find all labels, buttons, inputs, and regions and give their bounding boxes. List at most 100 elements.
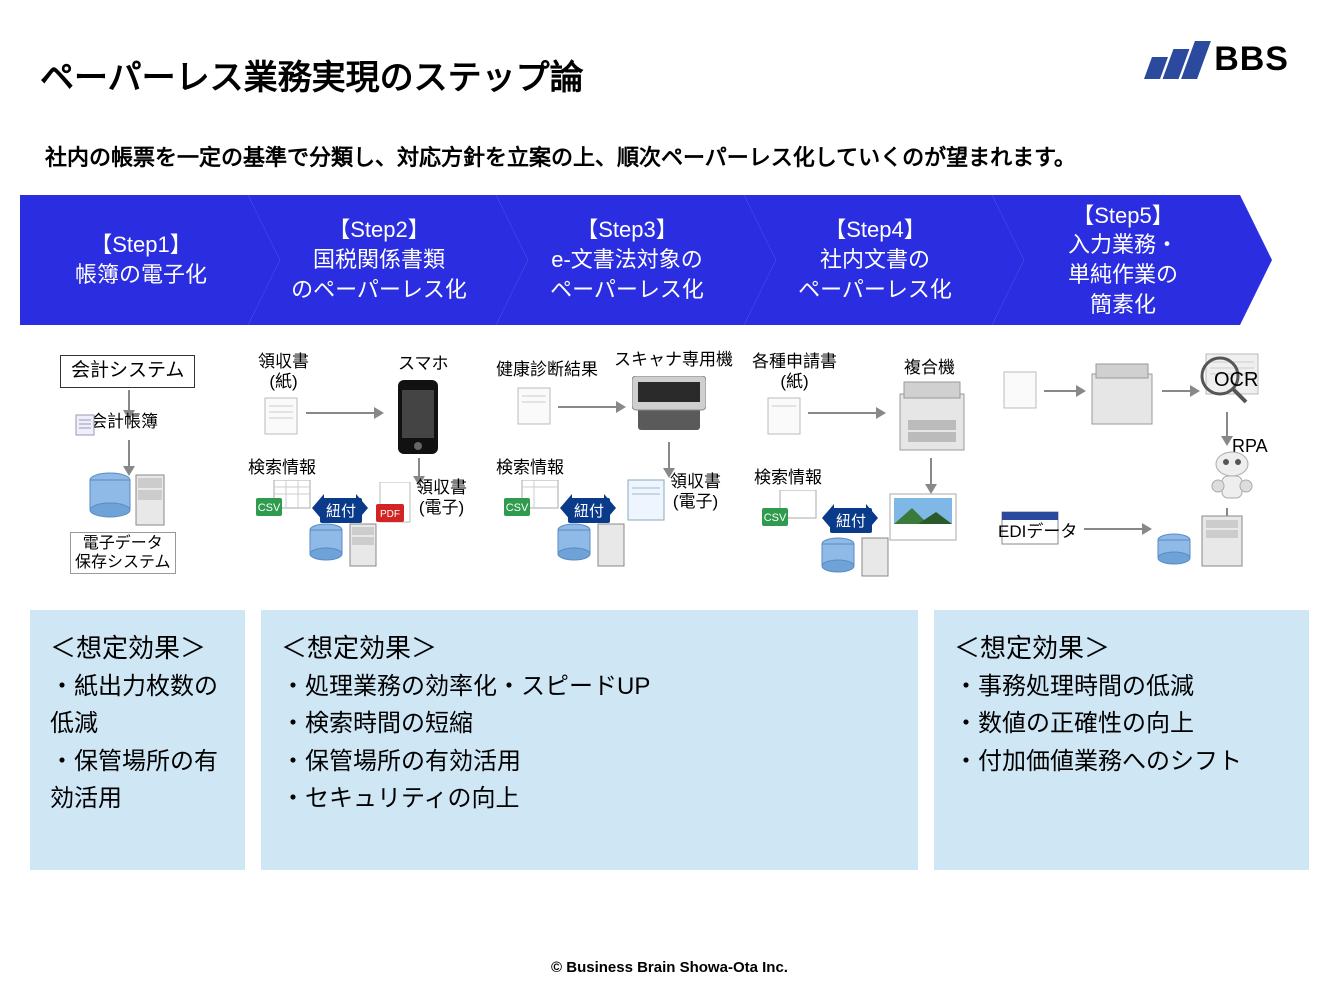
effect-title: ＜想定効果＞ <box>50 628 225 668</box>
effect-line: ・付加価値業務へのシフト <box>954 743 1289 780</box>
step-tag: 【Step4】 <box>824 215 926 245</box>
subtitle: 社内の帳票を一定の基準で分類し、対応方針を立案の上、順次ペーパーレス化していくの… <box>45 140 1076 172</box>
document-icon <box>516 386 552 426</box>
e-document-icon <box>624 478 668 522</box>
logo-bars-icon <box>1148 41 1204 79</box>
tag-arrow-right-icon <box>604 494 616 522</box>
effect-line: ・数値の正確性の向上 <box>954 705 1289 742</box>
edi-label: EDIデータ <box>998 522 1077 542</box>
step-label: e-文書法対象の ペーパーレス化 <box>550 245 704 304</box>
step-arrow-4: 【Step4】社内文書の ペーパーレス化 <box>744 195 992 325</box>
diagram-col-1: 会計システム 会計帳簿 電子データ 保存システム <box>20 350 248 600</box>
diagram-col-5: OCR RPA EDIデータ <box>992 350 1319 600</box>
arrow-down-icon <box>128 440 130 468</box>
arrow-down-icon <box>418 458 420 478</box>
effect-title: ＜想定効果＞ <box>281 628 898 668</box>
search-info-label: 検索情報 <box>496 458 564 478</box>
step-label: 入力業務・ 単純作業の 簡素化 <box>1068 230 1178 319</box>
diagram-col-2: 領収書 (紙) スマホ 検索情報 CSV 紐付 PDF 領収書 (電子) <box>248 350 496 600</box>
health-label: 健康診断結果 <box>496 360 598 380</box>
effect-line: ・事務処理時間の低減 <box>954 668 1289 705</box>
steps-row: 【Step1】帳簿の電子化【Step2】国税関係書類 のペーパーレス化【Step… <box>20 195 1339 335</box>
receipt-e-label: 領収書 (電子) <box>416 478 467 519</box>
step-tag: 【Step5】 <box>1072 201 1174 231</box>
effect-title: ＜想定効果＞ <box>954 628 1289 668</box>
db-server-icon <box>88 470 168 530</box>
mfp-icon <box>894 380 970 456</box>
step-arrow-1: 【Step1】帳簿の電子化 <box>20 195 248 325</box>
arrow-right-icon <box>1084 528 1144 530</box>
diagram-col-4: 各種申請書 (紙) 複合機 検索情報 CSV 紐付 <box>744 350 992 600</box>
footer: © Business Brain Showa-Ota Inc. <box>0 959 1339 976</box>
scanner-icon <box>632 376 706 440</box>
step-arrow-5: 【Step5】入力業務・ 単純作業の 簡素化 <box>992 195 1240 325</box>
smartphone-icon <box>396 378 440 456</box>
arrow-down-icon <box>128 390 130 412</box>
db-server-icon <box>1154 512 1254 570</box>
document-icon <box>766 396 802 436</box>
tag-arrow-left-icon <box>312 494 324 522</box>
ocr-label: OCR <box>1214 368 1258 392</box>
scanner-label: スキャナ専用機 <box>614 350 733 370</box>
step-tag: 【Step1】 <box>90 230 192 260</box>
effect-box-2: ＜想定効果＞・処理業務の効率化・スピードUP・検索時間の短縮・保管場所の有効活用… <box>261 610 918 870</box>
diagram-col-3: 健康診断結果 スキャナ専用機 検索情報 CSV 紐付 領収書 (電子) <box>496 350 744 600</box>
mfp-label: 複合機 <box>904 358 955 378</box>
smartphone-label: スマホ <box>398 354 449 374</box>
arrow-down-icon <box>930 458 932 486</box>
image-thumb-icon <box>888 492 958 542</box>
step-arrow-3: 【Step3】e-文書法対象の ペーパーレス化 <box>496 195 744 325</box>
db-server-icon <box>556 522 636 570</box>
ledger-icon <box>75 414 95 436</box>
step-label: 国税関係書類 のペーパーレス化 <box>291 245 467 304</box>
tag-arrow-right-icon <box>356 494 368 522</box>
effect-line: ・保管場所の有効活用 <box>50 743 225 817</box>
arrow-down-icon <box>1226 412 1228 438</box>
pdf-badge: PDF <box>380 509 400 520</box>
effect-line: ・検索時間の短縮 <box>281 705 898 742</box>
search-info-label: 検索情報 <box>248 458 316 478</box>
csv-sheet-icon: CSV <box>762 490 818 530</box>
step-tag: 【Step2】 <box>328 215 430 245</box>
arrow-down-icon <box>668 442 670 470</box>
db-server-icon <box>820 536 900 580</box>
robot-icon <box>1208 450 1256 506</box>
diagrams: 会計システム 会計帳簿 電子データ 保存システム 領収書 (紙) スマホ 検索情… <box>20 350 1319 600</box>
csv-sheet-icon: CSV <box>256 480 312 520</box>
csv-badge: CSV <box>258 502 281 514</box>
arrow-right-icon <box>1044 390 1078 392</box>
mfp-icon <box>1086 362 1158 430</box>
effect-box-1: ＜想定効果＞・紙出力枚数の低減・保管場所の有効活用 <box>30 610 245 870</box>
document-icon <box>1002 370 1038 410</box>
step-label: 社内文書の ペーパーレス化 <box>798 245 952 304</box>
logo: BBS <box>1148 40 1289 79</box>
effect-line: ・セキュリティの向上 <box>281 780 898 817</box>
apps-paper-label: 各種申請書 (紙) <box>752 352 837 393</box>
document-icon <box>263 396 299 436</box>
csv-sheet-icon: CSV <box>504 480 560 520</box>
effect-line: ・紙出力枚数の低減 <box>50 668 225 742</box>
effects-row: ＜想定効果＞・紙出力枚数の低減・保管場所の有効活用＜想定効果＞・処理業務の効率化… <box>30 610 1309 870</box>
effect-box-3: ＜想定効果＞・事務処理時間の低減・数値の正確性の向上・付加価値業務へのシフト <box>934 610 1309 870</box>
effect-line: ・保管場所の有効活用 <box>281 743 898 780</box>
logo-text: BBS <box>1214 40 1289 79</box>
receipt-paper-label: 領収書 (紙) <box>258 352 309 393</box>
page-title: ペーパーレス業務実現のステップ論 <box>40 50 1299 99</box>
step-label: 帳簿の電子化 <box>75 260 207 290</box>
step-tag: 【Step3】 <box>576 215 678 245</box>
arrow-right-icon <box>1162 390 1192 392</box>
storage-label: 電子データ 保存システム <box>70 532 176 574</box>
pdf-icon: PDF <box>376 482 414 526</box>
tag-arrow-left-icon <box>822 504 834 532</box>
svg-text:CSV: CSV <box>764 512 787 524</box>
svg-text:CSV: CSV <box>506 502 529 514</box>
ledger-label: 会計帳簿 <box>90 412 158 432</box>
arrow-right-icon <box>558 406 618 408</box>
db-server-icon <box>308 522 388 570</box>
search-info-label: 検索情報 <box>754 468 822 488</box>
receipt-e-label: 領収書 (電子) <box>670 472 721 513</box>
tag-arrow-right-icon <box>866 504 878 532</box>
step-arrow-2: 【Step2】国税関係書類 のペーパーレス化 <box>248 195 496 325</box>
effect-line: ・処理業務の効率化・スピードUP <box>281 668 898 705</box>
arrow-right-icon <box>306 412 376 414</box>
